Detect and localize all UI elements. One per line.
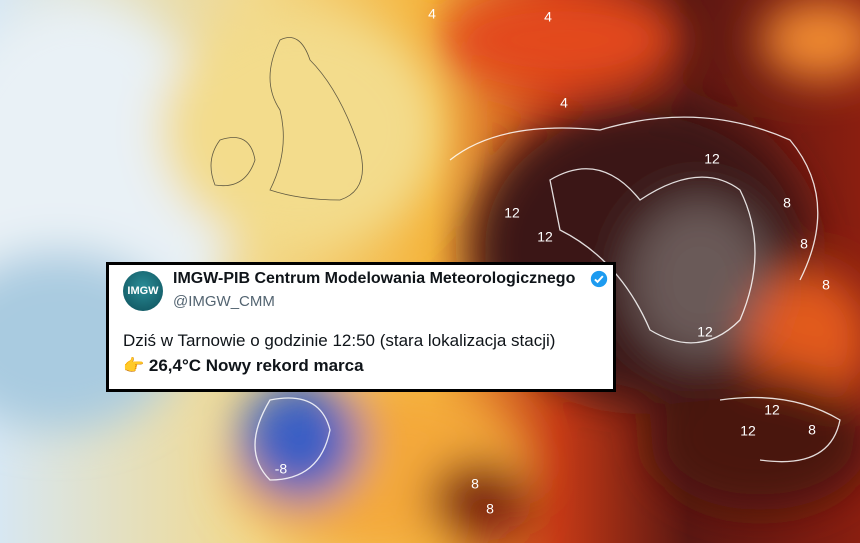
contour-label: 4 [544,9,552,25]
contour-label: 8 [783,195,791,211]
contour-label: 12 [764,402,780,418]
tweet-text: 👉 26,4°C Nowy rekord marca [123,356,364,375]
author-handle[interactable]: @IMGW_CMM [173,293,275,310]
contour-label: 12 [740,423,756,439]
tweet-card[interactable]: IMGW IMGW-PIB Centrum Modelowania Meteor… [106,262,616,392]
contour-label: 12 [504,205,520,221]
contour-label: 12 [537,229,553,245]
contour-label: 8 [808,422,816,438]
contour-label: 8 [822,277,830,293]
contour-label: 12 [697,324,713,340]
contours [254,116,841,481]
contour-label: 4 [428,6,436,22]
contour-label: 8 [486,501,494,517]
contour-label: -8 [275,461,288,477]
verified-badge [590,270,608,288]
coastlines [210,37,363,201]
tweet-text: Dziś w Tarnowie o godzinie 12:50 (stara … [123,331,556,350]
contour-label: 4 [560,95,568,111]
contour-label: 12 [704,151,720,167]
author-name[interactable]: IMGW-PIB Centrum Modelowania Meteorologi… [173,270,576,287]
contour-label: 8 [471,476,479,492]
contour-label: 8 [800,236,808,252]
avatar: IMGW [123,271,163,311]
